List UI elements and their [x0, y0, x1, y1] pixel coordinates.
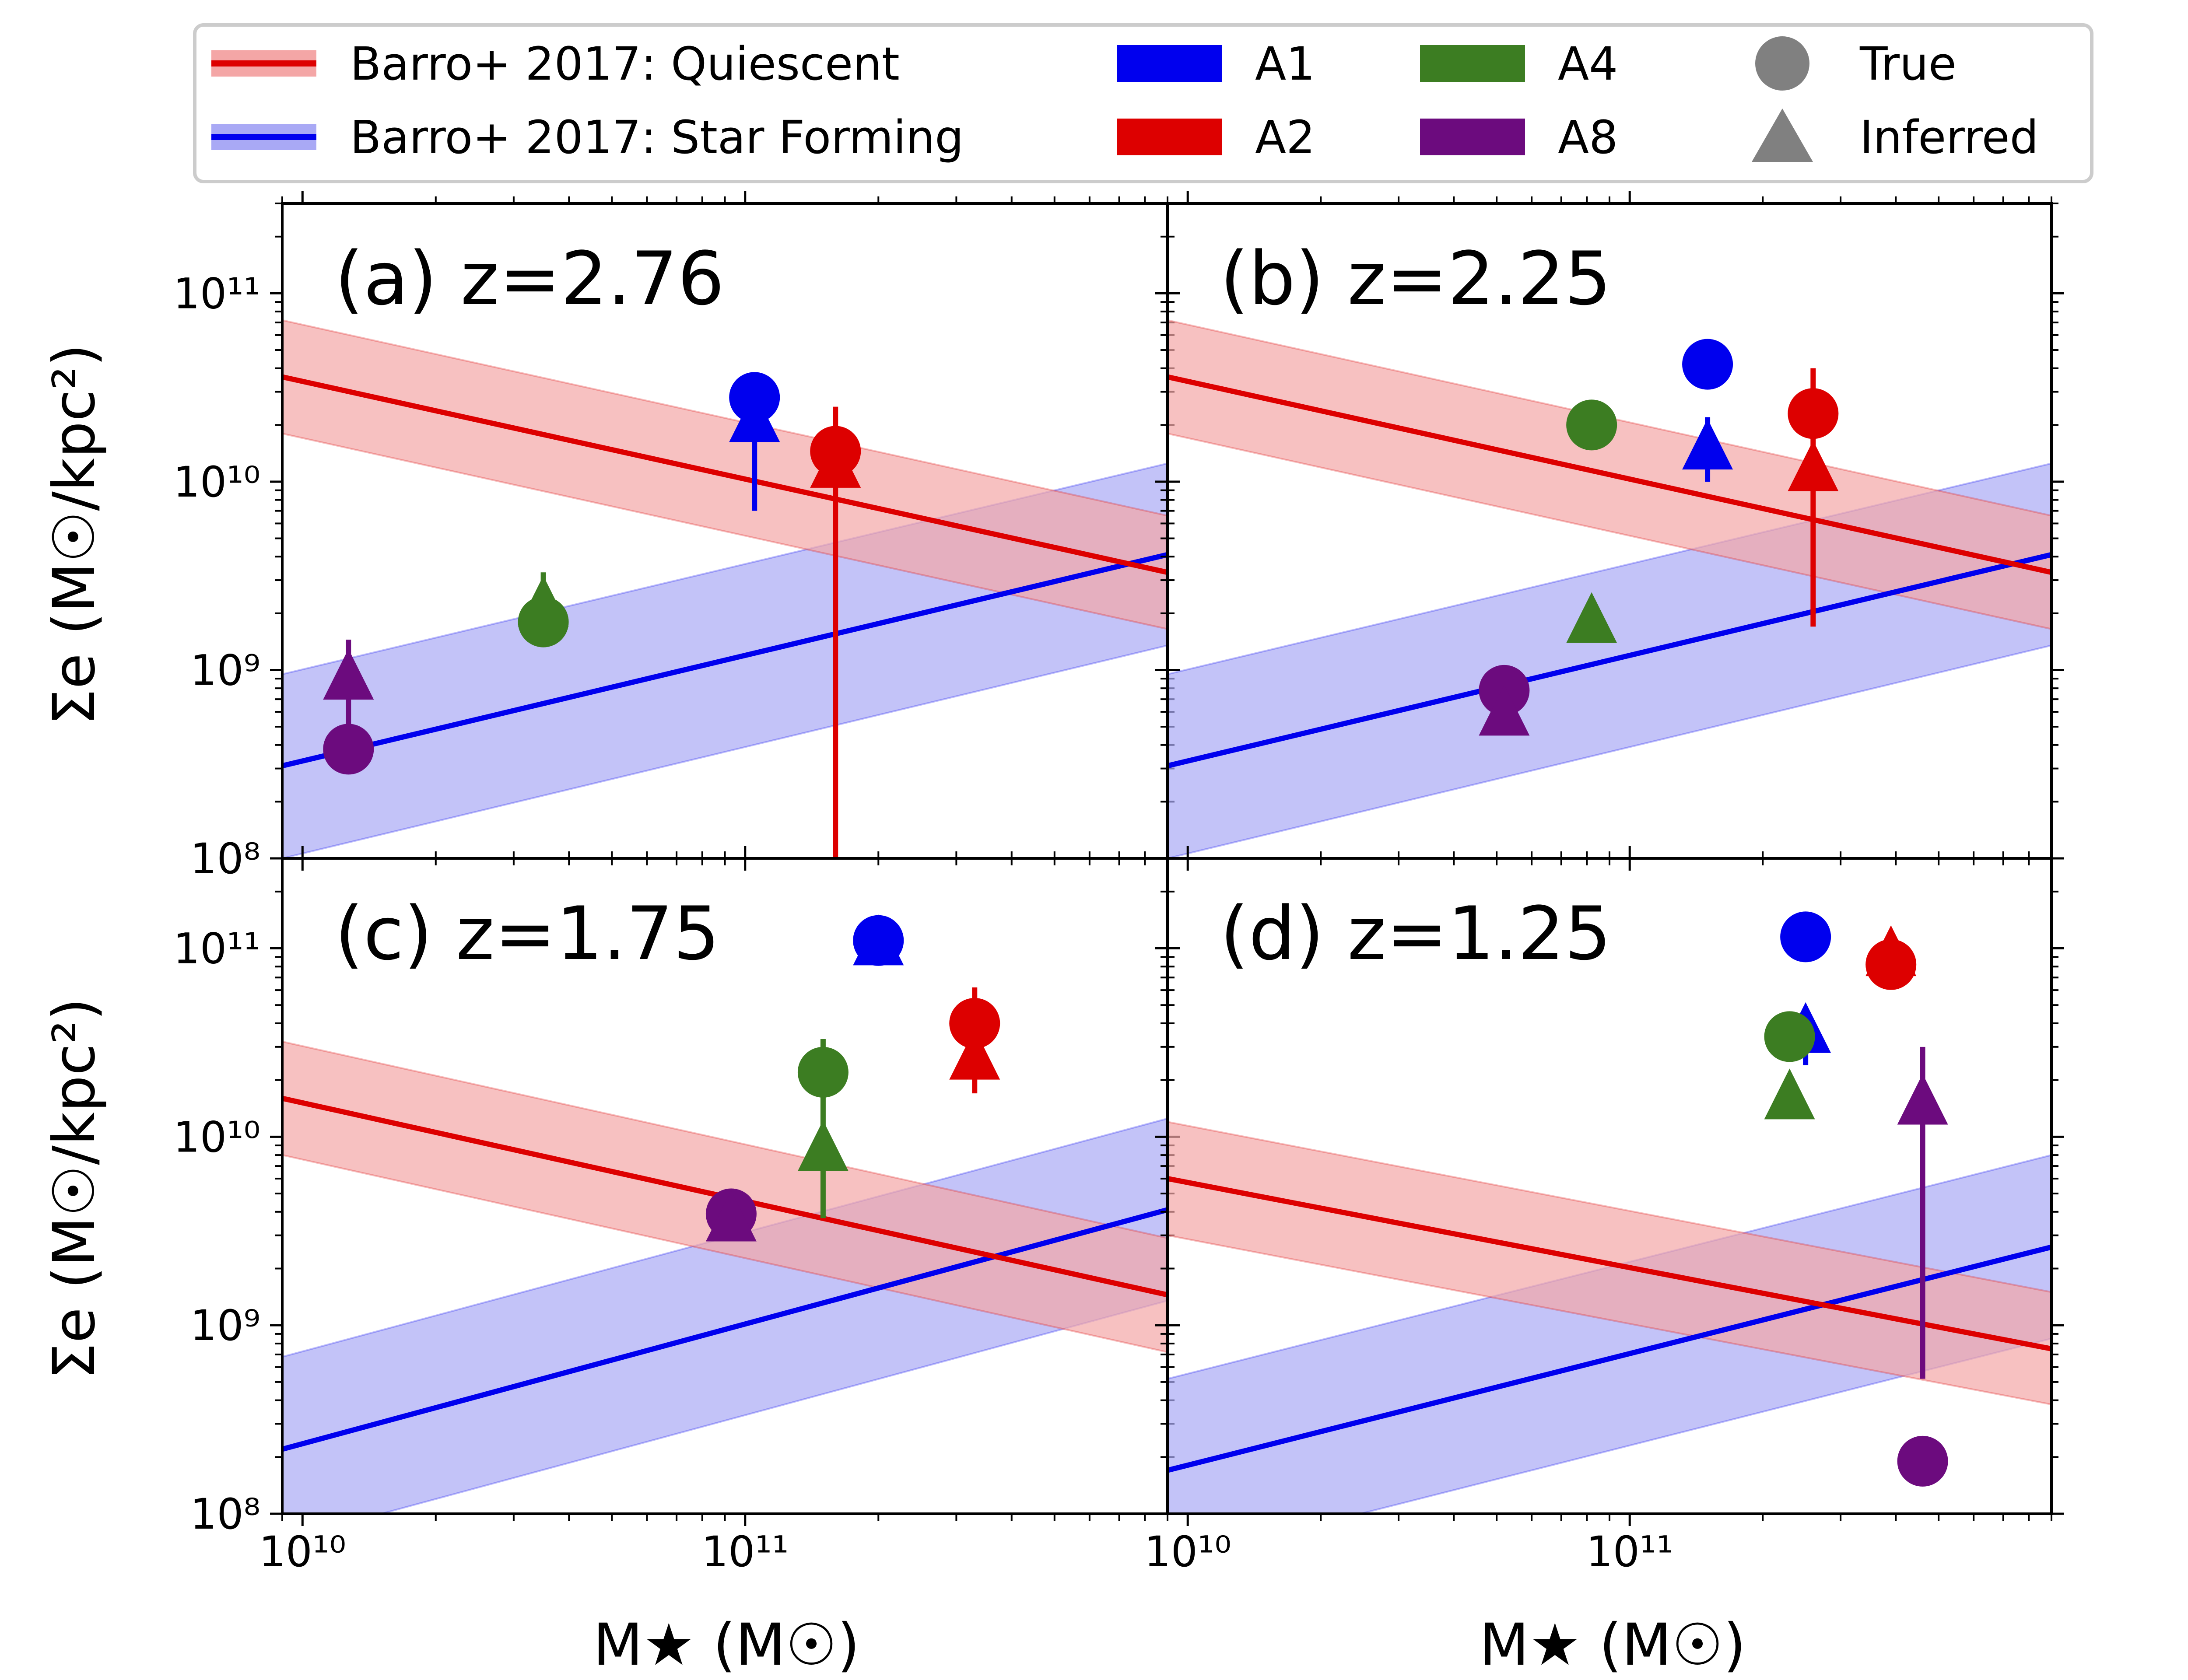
panel-1: 10⁸ 10⁹ 10¹⁰ 10¹¹ (a) z=2.76 [173, 191, 1180, 883]
y-tick-label: 10⁹ [190, 1301, 260, 1350]
quiescent-line [1168, 374, 2051, 575]
plot-area [282, 914, 1168, 1514]
marker-true-a4 [1566, 399, 1617, 451]
plot-area [1168, 911, 2051, 1514]
marker-true-a4 [797, 1046, 849, 1098]
y-tick-label: 10⁸ [190, 834, 260, 883]
legend-a8-patch [1420, 119, 1525, 155]
legend-a1-label: A1 [1255, 37, 1315, 91]
legend-true-marker [1755, 36, 1809, 91]
marker-inferred-a4 [1764, 1068, 1815, 1120]
legend-true-label: True [1859, 37, 1957, 91]
marker-inferred-a2 [810, 437, 861, 488]
legend-frame [193, 23, 2093, 183]
plot-area [282, 319, 1168, 858]
y-tick-label: 10⁹ [190, 646, 260, 695]
legend-entry-star-forming: Barro+ 2017: Star Forming [211, 111, 964, 164]
x-tick-label: 10¹⁰ [259, 1527, 346, 1576]
legend-sf-label: Barro+ 2017: Star Forming [350, 111, 964, 164]
y-tick-label: 10⁸ [190, 1490, 260, 1539]
marker-inferred-a4 [1566, 592, 1617, 643]
legend-a2-label: A2 [1255, 111, 1315, 164]
legend-quiescent-label: Barro+ 2017: Quiescent [350, 37, 900, 91]
legend-entry-a1: A1 [1117, 37, 1315, 91]
legend-a4-patch [1420, 45, 1525, 82]
panel-label: (b) z=2.25 [1220, 236, 1611, 322]
marker-true-a2 [1788, 388, 1839, 439]
panel-2: (b) z=2.25 [1155, 191, 2064, 871]
star-forming-line [1168, 552, 2051, 769]
legend-entry-a8: A8 [1420, 111, 1618, 164]
plot-area [1168, 319, 2051, 858]
panels: 10⁸ 10⁹ 10¹⁰ 10¹¹ (a) z=2.76 (b) z=2.25 10⁸ 10⁹… [173, 191, 2064, 1576]
legend-entry-a2: A2 [1117, 111, 1315, 164]
legend-inferred-label: Inferred [1860, 111, 2039, 164]
x-tick-label: 10¹¹ [701, 1527, 789, 1576]
star-forming-line [1168, 1244, 2051, 1473]
panel-4: 10¹⁰ 10¹¹ (d) z=1.25 [1144, 846, 2064, 1576]
panel-label: (a) z=2.76 [335, 236, 724, 322]
quiescent-line [1168, 1176, 2051, 1351]
panel-label: (d) z=1.25 [1220, 891, 1611, 976]
marker-inferred-a1 [1682, 419, 1733, 470]
marker-true-a1 [1682, 339, 1733, 390]
panel-3: 10⁸ 10⁹ 10¹⁰ 10¹¹ 10¹⁰ 10¹¹ (c) z=1.75 [173, 846, 1180, 1576]
marker-true-a8 [323, 724, 374, 775]
quiescent-line [282, 374, 1168, 575]
marker-inferred-a2 [1788, 440, 1839, 491]
marker-inferred-a1 [853, 914, 904, 966]
legend-a1-patch [1117, 45, 1222, 82]
x-tick-label: 10¹⁰ [1144, 1527, 1231, 1576]
marker-inferred-a8 [323, 649, 374, 700]
y-tick-label: 10¹⁰ [173, 458, 260, 507]
legend-inferred-marker [1752, 108, 1813, 162]
marker-true-a8 [1897, 1435, 1948, 1487]
legend-entry-a4: A4 [1420, 37, 1618, 91]
marker-true-a2 [949, 998, 1000, 1049]
marker-inferred-a2 [949, 1029, 1000, 1080]
marker-true-a1 [1780, 911, 1831, 962]
marker-inferred-a2 [1865, 925, 1917, 976]
legend-entry-quiescent: Barro+ 2017: Quiescent [211, 37, 900, 91]
marker-inferred-a4 [797, 1120, 849, 1171]
x-tick-label: 10¹¹ [1586, 1527, 1673, 1576]
star-forming-band [1168, 1154, 2051, 1514]
x-axis-label-left: M★ (M☉) [593, 1611, 859, 1679]
legend-entry-inferred: Inferred [1752, 108, 2039, 164]
marker-inferred-a8 [705, 1190, 757, 1242]
star-forming-line [282, 1207, 1168, 1452]
y-axis-label-bottom: Σe (M☉/kpc²) [41, 998, 108, 1379]
y-tick-label: 10¹⁰ [173, 1113, 260, 1162]
marker-inferred-a4 [518, 576, 569, 627]
y-tick-label: 10¹¹ [173, 924, 260, 973]
marker-inferred-a1 [729, 391, 780, 442]
x-axis-label-right: M★ (M☉) [1479, 1611, 1746, 1679]
legend-a4-label: A4 [1558, 37, 1618, 91]
y-axis-label-top: Σe (M☉/kpc²) [41, 344, 108, 725]
legend-a2-patch [1117, 119, 1222, 155]
panel-label: (c) z=1.75 [335, 891, 720, 976]
marker-inferred-a8 [1479, 685, 1530, 736]
legend-entry-true: True [1755, 36, 1957, 91]
legend: Barro+ 2017: Quiescent Barro+ 2017: Star… [193, 23, 2093, 183]
y-tick-label: 10¹¹ [173, 269, 260, 318]
marker-true-a4 [1764, 1011, 1815, 1062]
legend-a8-label: A8 [1558, 111, 1618, 164]
star-forming-line [282, 552, 1168, 769]
marker-inferred-a8 [1897, 1074, 1948, 1125]
